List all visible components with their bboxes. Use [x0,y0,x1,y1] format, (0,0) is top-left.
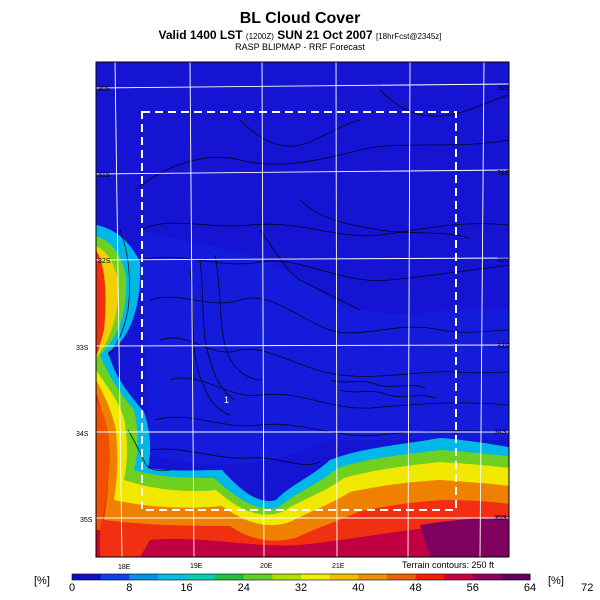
inner-domain-box [141,111,457,511]
colorbar-swatch [243,574,273,580]
map-title: BL Cloud Cover [239,10,361,27]
lat-label-left: 34S [76,431,89,438]
lat-label-right: 32S [497,257,510,264]
colorbar: 081624324048566472808896 [69,573,593,594]
lat-label-left: 32S [98,258,111,265]
lat-label-right: 30S [497,85,510,92]
lon-label-bottom: 21E [332,563,345,570]
cloud-cover-field: 1 18E 19E 20E 21E 22E 23E 30S 31S 32S 30… [96,62,510,557]
lat-label-right: 31S [497,170,510,177]
colorbar-tick-label: 32 [295,582,307,594]
utc-time: (1200Z) [245,32,274,41]
lat-label-right: 34S [494,429,507,436]
model-name: RASP BLIPMAP - RRF Forecast [235,42,365,52]
colorbar-tick-label: 56 [467,582,479,594]
colorbar-swatch [100,574,130,580]
terrain-contour-note: Terrain contours: 250 ft [402,560,495,570]
colorbar-tick-label: 72 [581,582,593,594]
colorbar-swatch [472,574,502,580]
colorbar-tick-label: 40 [352,582,364,594]
lon-label-bottom: 19E [190,563,203,570]
colorbar-swatch [129,574,159,580]
colorbar-unit-left: [%] [34,575,50,587]
lat-label-left: 30S [98,86,111,93]
colorbar-swatch [157,574,187,580]
colorbar-swatch [72,574,102,580]
colorbar-swatch [186,574,216,580]
lat-lon-grid [96,62,509,557]
colorbar-tick-label: 24 [238,582,250,594]
colorbar-swatch [386,574,416,580]
site-marker-label: 1 [224,395,229,405]
lat-label-right: 35S [494,515,507,522]
colorbar-unit-right: [%] [548,575,564,587]
lat-label-left: 35S [80,517,93,524]
lat-label-left: 31S [98,172,111,179]
valid-time: Valid 1400 LST [158,28,243,42]
lon-label-bottom: 18E [118,564,131,571]
map-frame [95,61,510,558]
forecast-run: [18hrFcst@2345z] [376,32,442,41]
colorbar-swatch [415,574,445,580]
valid-time-line: Valid 1400 LST (1200Z) SUN 21 Oct 2007 [… [0,28,600,42]
colorbar-tick-label: 16 [180,582,192,594]
lon-label-bottom: 20E [260,563,273,570]
colorbar-swatch [358,574,388,580]
colorbar-swatch [272,574,302,580]
forecast-date: SUN 21 Oct 2007 [277,28,373,42]
colorbar-swatch [301,574,331,580]
lat-label-right: 33S [497,343,510,350]
colorbar-tick-label: 64 [524,582,536,594]
colorbar-swatch [329,574,359,580]
lat-label-left: 33S [76,345,89,352]
colorbar-swatch [215,574,245,580]
colorbar-tick-label: 0 [69,582,75,594]
colorbar-tick-label: 8 [126,582,132,594]
colorbar-tick-label: 48 [409,582,421,594]
terrain-contours [107,89,509,472]
colorbar-frame [71,573,531,581]
colorbar-swatch [444,574,474,580]
colorbar-swatch [501,574,531,580]
